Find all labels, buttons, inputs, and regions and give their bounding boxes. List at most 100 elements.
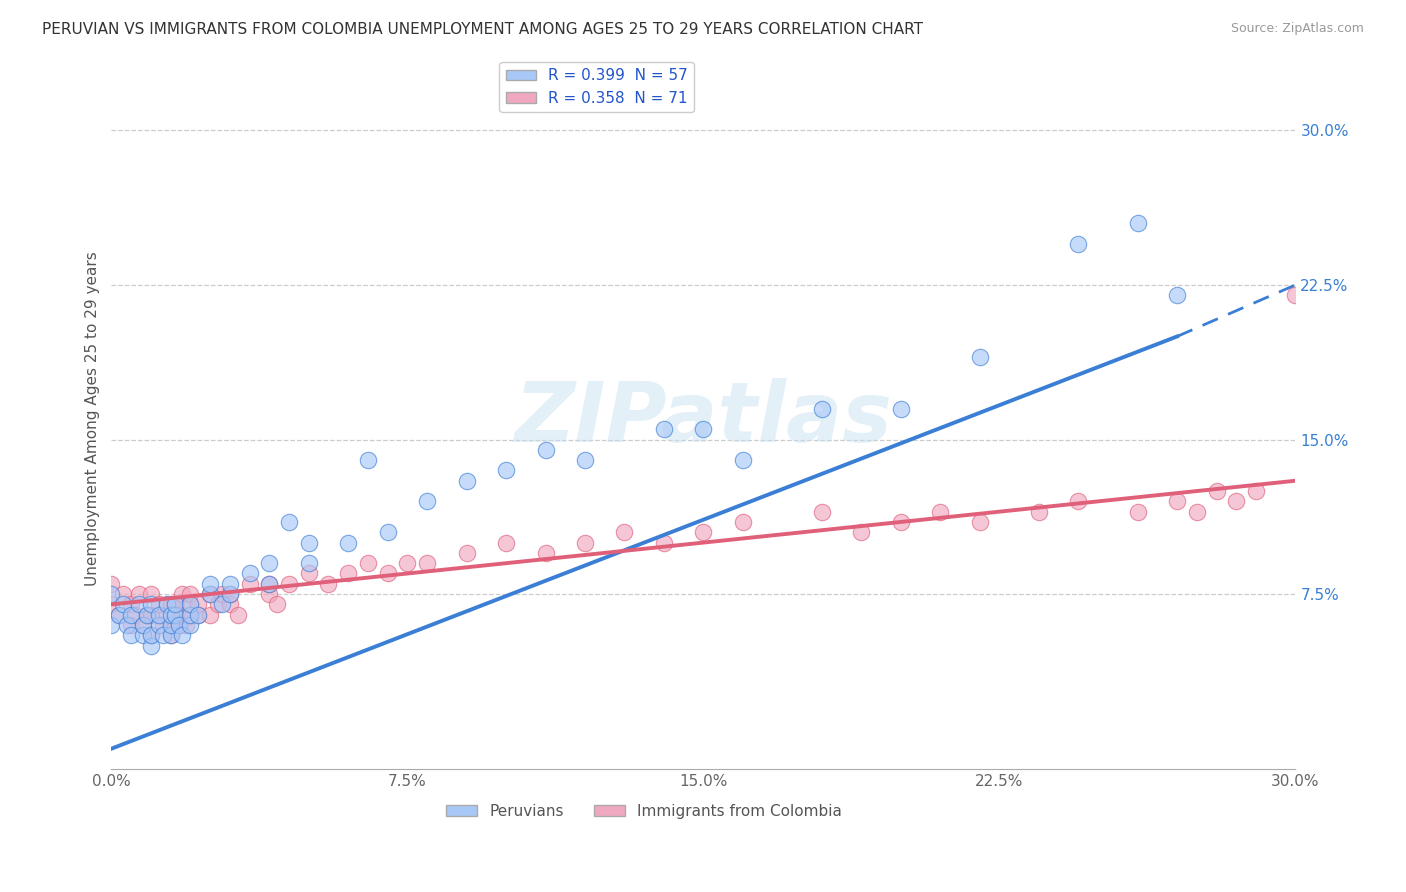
Point xyxy=(159,598,181,612)
Point xyxy=(1225,494,1247,508)
Point xyxy=(396,556,419,570)
Point xyxy=(811,401,834,416)
Point xyxy=(132,618,155,632)
Point xyxy=(211,587,233,601)
Point xyxy=(159,628,181,642)
Point xyxy=(139,639,162,653)
Point xyxy=(120,618,142,632)
Point xyxy=(198,576,221,591)
Point xyxy=(1166,288,1188,302)
Point xyxy=(115,618,138,632)
Point xyxy=(152,618,174,632)
Point xyxy=(238,576,260,591)
Point xyxy=(337,566,360,581)
Point xyxy=(1028,505,1050,519)
Point xyxy=(278,576,301,591)
Point xyxy=(226,607,249,622)
Point xyxy=(266,598,288,612)
Point xyxy=(318,576,340,591)
Point xyxy=(172,628,194,642)
Point xyxy=(574,535,596,549)
Point xyxy=(1244,484,1267,499)
Point xyxy=(100,618,122,632)
Point xyxy=(731,453,754,467)
Point xyxy=(187,607,209,622)
Point xyxy=(278,515,301,529)
Point xyxy=(198,607,221,622)
Point xyxy=(357,556,380,570)
Point xyxy=(652,422,675,436)
Point xyxy=(159,618,181,632)
Point xyxy=(1126,505,1149,519)
Point xyxy=(337,535,360,549)
Text: Source: ZipAtlas.com: Source: ZipAtlas.com xyxy=(1230,22,1364,36)
Point xyxy=(156,598,179,612)
Point xyxy=(172,607,194,622)
Point xyxy=(139,598,162,612)
Point xyxy=(890,401,912,416)
Point xyxy=(534,442,557,457)
Point xyxy=(613,525,636,540)
Point xyxy=(1185,505,1208,519)
Point xyxy=(218,587,240,601)
Point xyxy=(456,546,478,560)
Point xyxy=(167,618,190,632)
Point xyxy=(112,598,135,612)
Point xyxy=(156,607,179,622)
Point xyxy=(1284,288,1306,302)
Point xyxy=(148,598,170,612)
Point xyxy=(136,607,159,622)
Point xyxy=(172,587,194,601)
Point xyxy=(416,494,439,508)
Point xyxy=(259,587,281,601)
Point xyxy=(1067,494,1090,508)
Point xyxy=(218,587,240,601)
Point xyxy=(100,598,122,612)
Point xyxy=(357,453,380,467)
Point xyxy=(495,463,517,477)
Point xyxy=(259,576,281,591)
Point xyxy=(112,587,135,601)
Point xyxy=(100,587,122,601)
Point xyxy=(692,525,714,540)
Point xyxy=(1126,216,1149,230)
Point xyxy=(163,607,186,622)
Point xyxy=(179,598,201,612)
Y-axis label: Unemployment Among Ages 25 to 29 years: Unemployment Among Ages 25 to 29 years xyxy=(86,252,100,586)
Point xyxy=(120,607,142,622)
Point xyxy=(179,607,201,622)
Point xyxy=(152,628,174,642)
Point xyxy=(218,576,240,591)
Text: PERUVIAN VS IMMIGRANTS FROM COLOMBIA UNEMPLOYMENT AMONG AGES 25 TO 29 YEARS CORR: PERUVIAN VS IMMIGRANTS FROM COLOMBIA UNE… xyxy=(42,22,924,37)
Point xyxy=(652,535,675,549)
Point xyxy=(159,628,181,642)
Point xyxy=(163,598,186,612)
Point xyxy=(179,598,201,612)
Point xyxy=(120,628,142,642)
Point xyxy=(218,598,240,612)
Point xyxy=(1067,236,1090,251)
Point xyxy=(139,628,162,642)
Point xyxy=(120,598,142,612)
Point xyxy=(198,587,221,601)
Point xyxy=(139,607,162,622)
Point xyxy=(811,505,834,519)
Point xyxy=(1205,484,1227,499)
Point xyxy=(167,618,190,632)
Point xyxy=(187,607,209,622)
Point xyxy=(377,525,399,540)
Point xyxy=(159,607,181,622)
Point xyxy=(139,587,162,601)
Point xyxy=(136,607,159,622)
Point xyxy=(128,598,150,612)
Point xyxy=(238,566,260,581)
Point xyxy=(377,566,399,581)
Point xyxy=(139,628,162,642)
Point xyxy=(163,598,186,612)
Point xyxy=(179,607,201,622)
Point xyxy=(851,525,873,540)
Point xyxy=(298,566,321,581)
Point xyxy=(259,556,281,570)
Point xyxy=(128,587,150,601)
Point xyxy=(416,556,439,570)
